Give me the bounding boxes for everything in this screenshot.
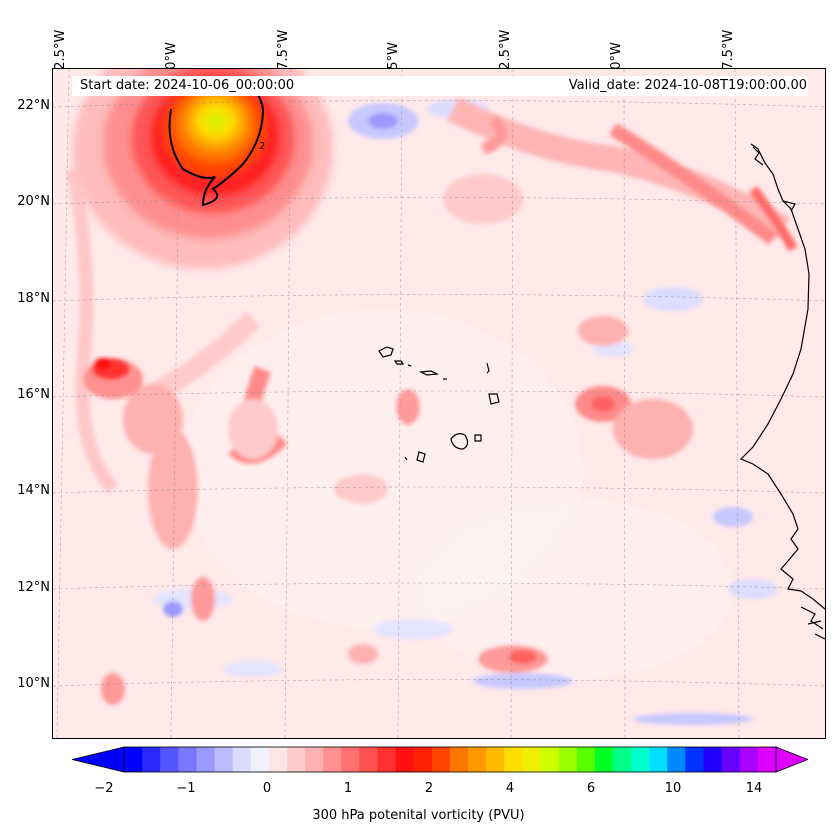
lat-tick-label: 10°N xyxy=(17,676,50,691)
colorbar-swatch xyxy=(558,747,578,772)
colorbar-swatch xyxy=(504,747,523,772)
colorbar-swatch xyxy=(160,747,179,772)
colorbar-tick-label: 4 xyxy=(505,781,515,796)
lat-tick-label: 18°N xyxy=(17,291,50,306)
colorbar-swatch xyxy=(757,747,777,772)
lat-tick-label: 20°N xyxy=(17,194,50,209)
graticule xyxy=(53,69,825,738)
colorbar-swatch xyxy=(232,747,252,772)
colorbar-swatch xyxy=(413,747,433,772)
colorbar-swatch xyxy=(124,747,143,772)
colorbar-swatch xyxy=(196,747,216,772)
colorbar-max-extension xyxy=(775,746,808,773)
colorbar-swatch xyxy=(214,747,234,772)
colorbar-tick-label: 14 xyxy=(745,781,763,796)
colorbar-tick-label: 6 xyxy=(586,781,596,796)
start-date-label: Start date: 2024-10-06_00:00:00 xyxy=(80,78,295,93)
pv-field xyxy=(66,97,798,725)
map-panel[interactable]: 2 xyxy=(52,68,826,739)
contour-label: 2 xyxy=(259,141,265,152)
colorbar-swatch xyxy=(268,747,288,772)
colorbar-label: 300 hPa potenital vorticity (PVU) xyxy=(312,808,525,823)
africa-coastline-detail xyxy=(752,146,825,640)
colorbar-swatch xyxy=(522,747,542,772)
lat-tick-label: 14°N xyxy=(17,483,50,498)
colorbar-tick-label: −2 xyxy=(94,781,114,796)
colorbar-swatch xyxy=(540,747,560,772)
colorbar-swatch xyxy=(287,747,306,772)
colorbar-swatch xyxy=(142,747,161,772)
colorbar-tick-label: 0 xyxy=(262,781,272,796)
lat-tick-label: 22°N xyxy=(17,98,50,113)
colorbar-swatch xyxy=(613,747,632,772)
colorbar-swatch xyxy=(305,747,324,772)
date-header-bar xyxy=(72,76,808,96)
colorbar xyxy=(72,746,808,773)
colorbar-swatch xyxy=(649,747,668,772)
colorbar-swatch xyxy=(431,747,451,772)
colorbar-swatch xyxy=(739,747,759,772)
colorbar-swatch xyxy=(450,747,469,772)
colorbar-tick-label: 2 xyxy=(424,781,434,796)
lat-tick-label: 16°N xyxy=(17,387,50,402)
lat-tick-label: 12°N xyxy=(17,580,50,595)
colorbar-swatch xyxy=(703,747,723,772)
colorbar-swatch xyxy=(685,747,705,772)
colorbar-swatch xyxy=(667,747,686,772)
colorbar-swatch xyxy=(486,747,505,772)
colorbar-swatch xyxy=(721,747,741,772)
pv-2-contour xyxy=(168,80,265,207)
pv-contour-map: 2 xyxy=(53,69,825,738)
colorbar-swatches xyxy=(72,746,808,773)
pv-maximum xyxy=(73,69,333,269)
valid-date-label: Valid_date: 2024-10-08T19:00:00.00 xyxy=(568,78,807,93)
colorbar-swatch xyxy=(178,747,197,772)
colorbar-swatch xyxy=(594,747,614,772)
colorbar-tick-label: 10 xyxy=(664,781,682,796)
colorbar-swatch xyxy=(250,747,270,772)
colorbar-swatch xyxy=(468,747,487,772)
pv-minor-maximum xyxy=(93,358,129,379)
colorbar-swatch xyxy=(576,747,596,772)
colorbar-swatch xyxy=(341,747,360,772)
colorbar-swatch xyxy=(395,747,415,772)
colorbar-frame xyxy=(123,746,777,773)
colorbar-swatch xyxy=(377,747,397,772)
colorbar-tick-label: 1 xyxy=(343,781,353,796)
colorbar-swatch xyxy=(323,747,342,772)
colorbar-min-extension xyxy=(72,746,125,773)
colorbar-tick-label: −1 xyxy=(176,781,196,796)
colorbar-swatch xyxy=(359,747,379,772)
colorbar-swatch xyxy=(631,747,650,772)
cape-verde-islands xyxy=(378,346,500,463)
